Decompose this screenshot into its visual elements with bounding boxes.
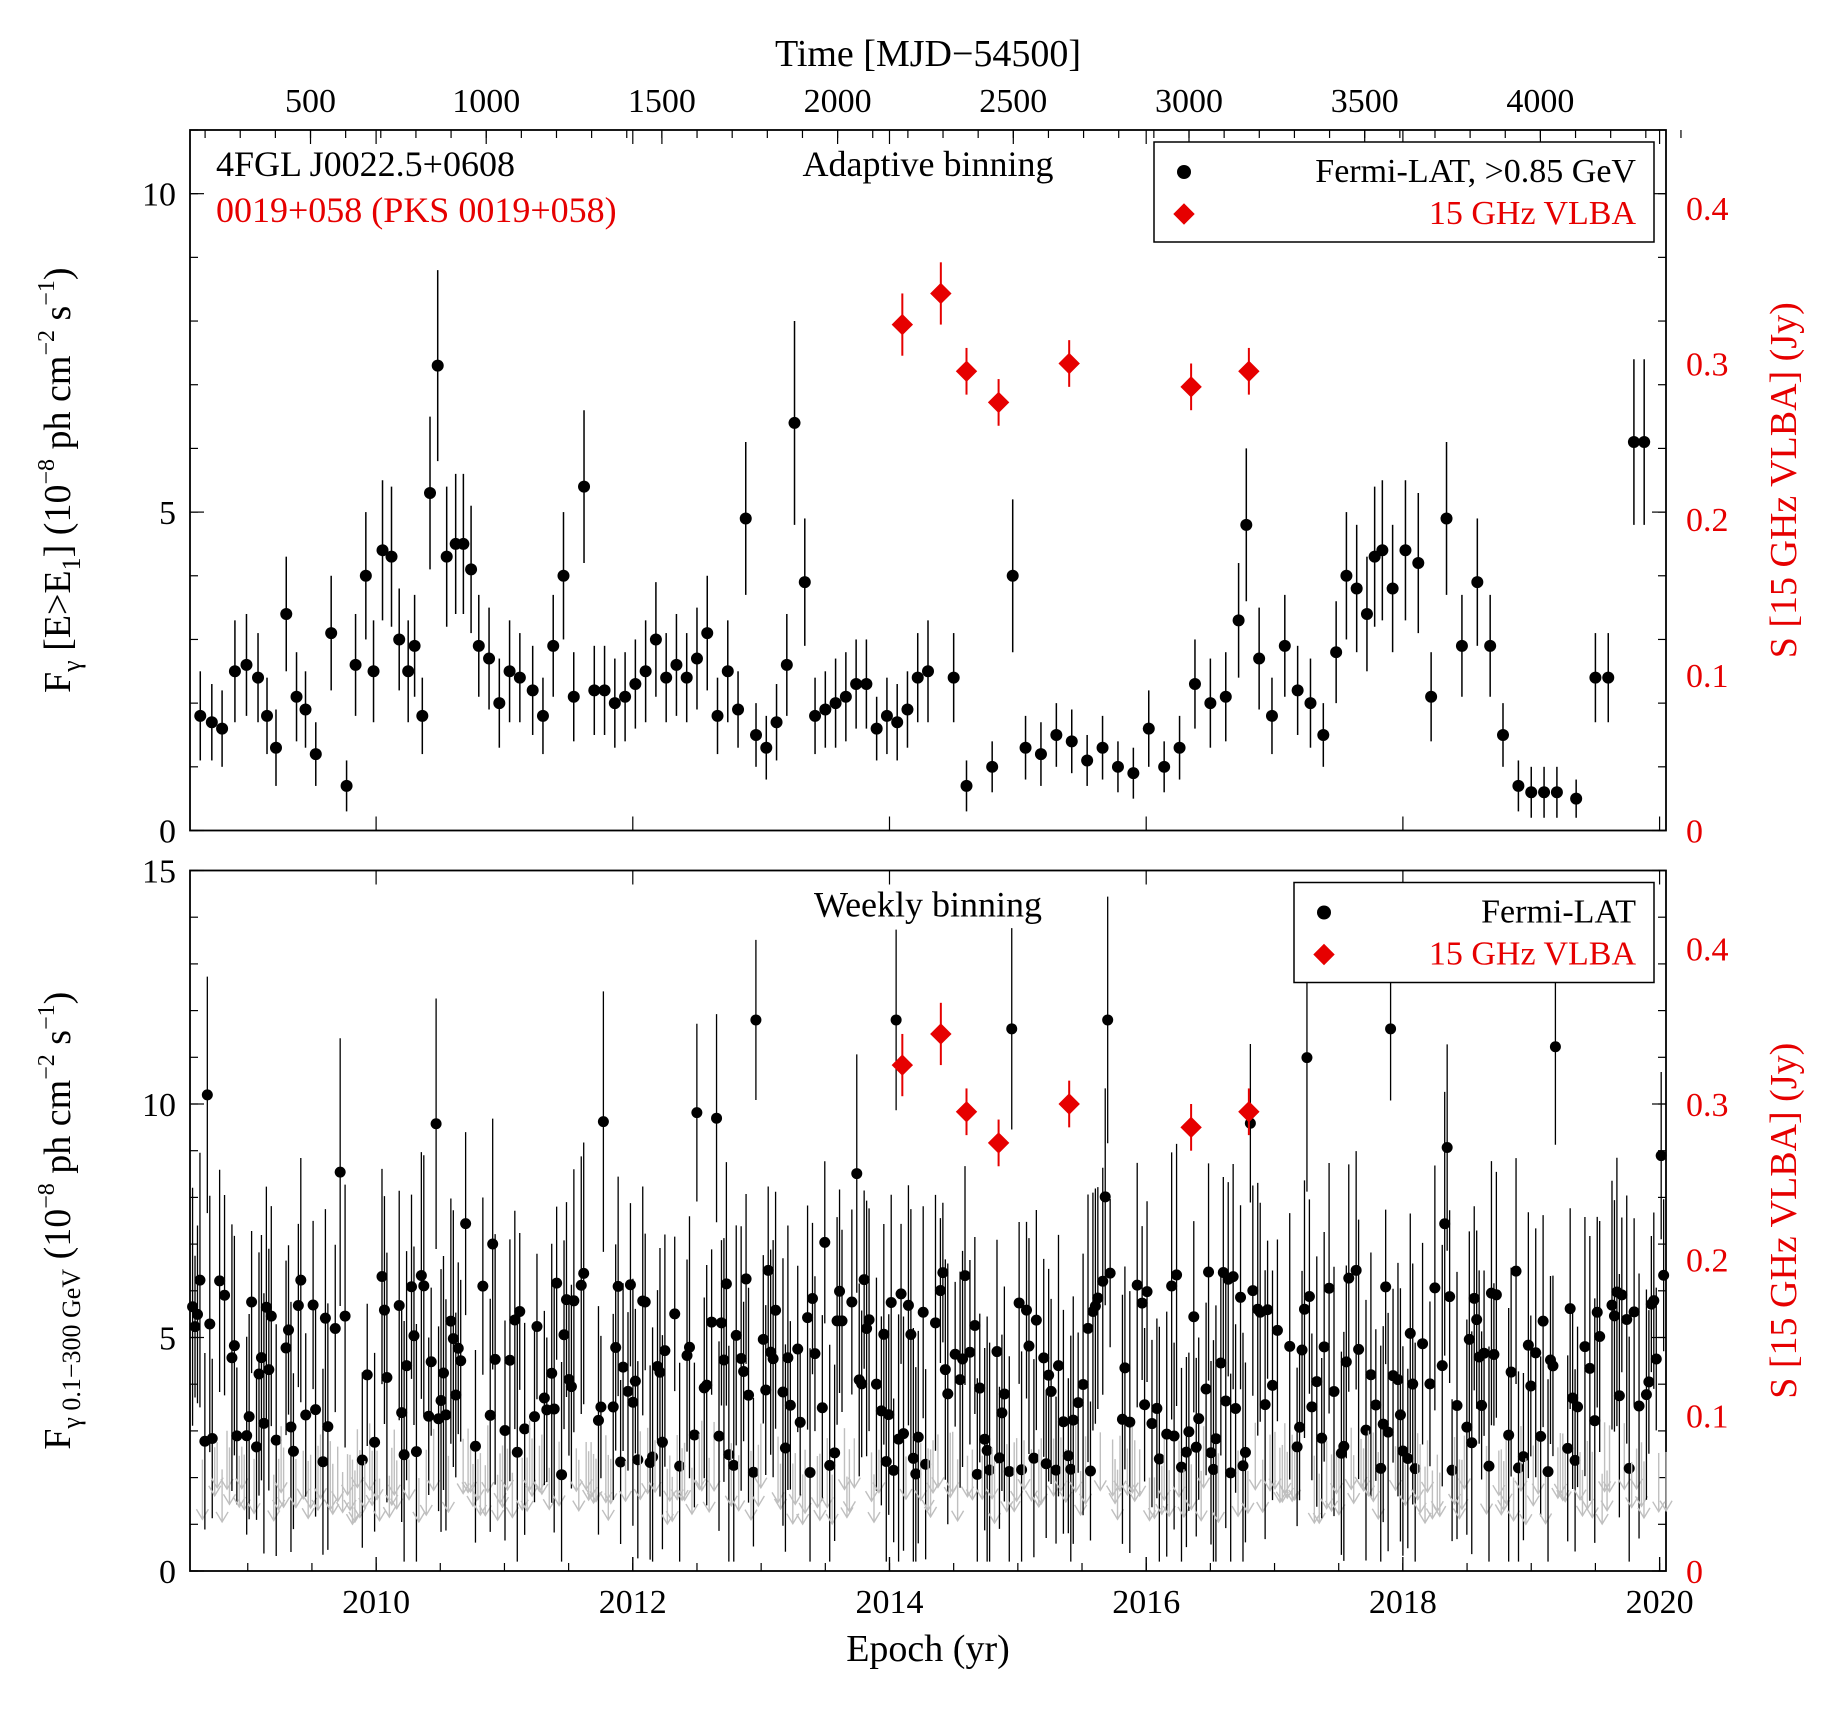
svg-text:0.4: 0.4 (1686, 191, 1729, 228)
svg-text:2010: 2010 (342, 1584, 410, 1621)
chart-container: 0 5 10 0 0.1 0.2 0.3 0.4 500 1000 1500 2000 2500 3000… (20, 20, 1826, 1691)
ylabel-left-p2: Fγ 0.1−300 GeV (10−8 ph cm−2 s−1) (34, 992, 86, 1450)
svg-text:4000: 4000 (1506, 83, 1574, 120)
bottom-axis-title: Epoch (yr) (846, 1628, 1010, 1670)
svg-text:Fermi-LAT: Fermi-LAT (1481, 894, 1636, 931)
top-axis-title: Time [MJD−54500] (775, 33, 1081, 75)
panel1-title: Adaptive binning (803, 144, 1054, 184)
svg-text:0: 0 (159, 814, 176, 851)
svg-text:2016: 2016 (1112, 1584, 1180, 1621)
svg-text:10: 10 (142, 177, 176, 214)
svg-text:0.2: 0.2 (1686, 1243, 1729, 1280)
ylabel-right-p2: S [15 GHz VLBA] (Jy) (1763, 1043, 1805, 1399)
svg-text:2000: 2000 (804, 83, 872, 120)
svg-text:Fermi-LAT, >0.85 GeV: Fermi-LAT, >0.85 GeV (1315, 153, 1636, 190)
svg-text:5: 5 (159, 1321, 176, 1358)
svg-text:0.3: 0.3 (1686, 1087, 1729, 1124)
svg-text:1500: 1500 (628, 83, 696, 120)
source-fgl: 4FGL J0022.5+0608 (216, 144, 515, 184)
svg-text:1000: 1000 (452, 83, 520, 120)
svg-text:500: 500 (285, 83, 336, 120)
svg-text:3500: 3500 (1331, 83, 1399, 120)
svg-text:15 GHz VLBA: 15 GHz VLBA (1429, 195, 1637, 232)
figure-svg: 0 5 10 0 0.1 0.2 0.3 0.4 500 1000 1500 2000 2500 3000… (20, 20, 1826, 1691)
svg-text:10: 10 (142, 1087, 176, 1124)
source-radio: 0019+058 (PKS 0019+058) (216, 190, 617, 230)
svg-text:5: 5 (159, 495, 176, 532)
svg-text:3000: 3000 (1155, 83, 1223, 120)
svg-text:0.1: 0.1 (1686, 1398, 1729, 1435)
svg-text:0.2: 0.2 (1686, 502, 1729, 539)
svg-text:0: 0 (159, 1554, 176, 1591)
svg-text:0: 0 (1686, 814, 1703, 851)
ylabel-right-p1: S [15 GHz VLBA] (Jy) (1763, 302, 1805, 658)
svg-text:2014: 2014 (855, 1584, 923, 1621)
svg-text:2500: 2500 (979, 83, 1047, 120)
svg-text:2020: 2020 (1626, 1584, 1694, 1621)
ylabel-left-p1: Fγ [E>E1] (10−8 ph cm−2 s−1) (34, 268, 86, 694)
panel2-title: Weekly binning (814, 885, 1042, 925)
svg-text:2018: 2018 (1369, 1584, 1437, 1621)
svg-text:15: 15 (142, 854, 176, 891)
svg-text:15 GHz VLBA: 15 GHz VLBA (1429, 936, 1637, 973)
svg-text:0.1: 0.1 (1686, 658, 1729, 695)
svg-text:0.4: 0.4 (1686, 931, 1729, 968)
svg-text:2012: 2012 (599, 1584, 667, 1621)
svg-text:0.3: 0.3 (1686, 347, 1729, 384)
